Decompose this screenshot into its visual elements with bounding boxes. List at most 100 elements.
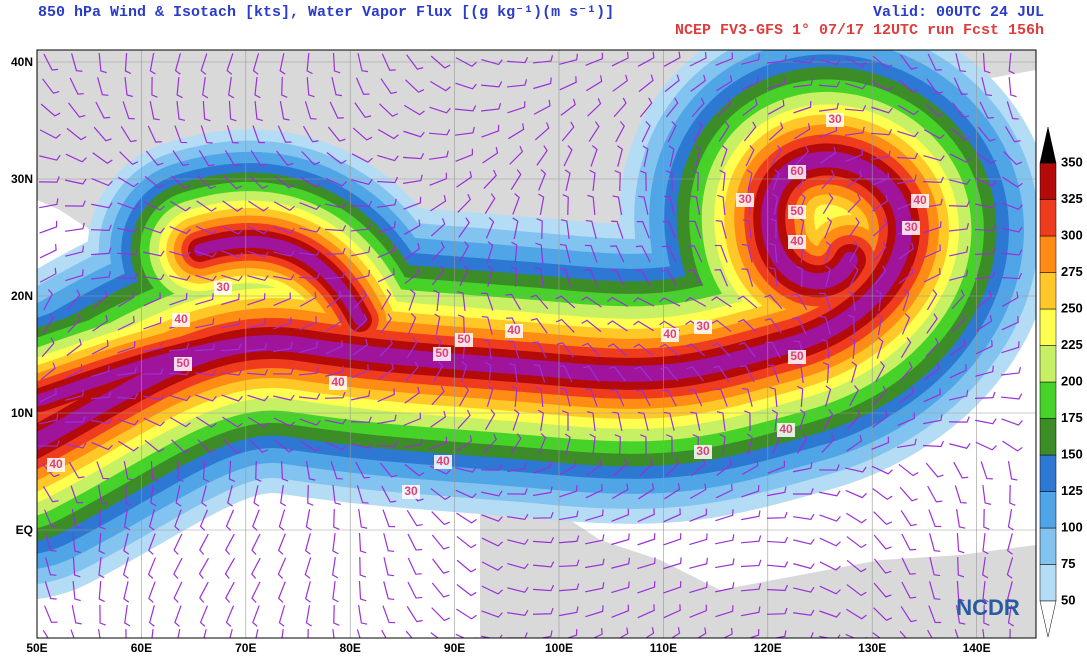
colorbar-label: 150: [1061, 446, 1083, 461]
wind-barb: [403, 412, 421, 426]
wind-barb: [534, 267, 544, 288]
wind-barb: [408, 289, 416, 311]
wind-barb: [247, 317, 267, 329]
wind-barb: [872, 218, 888, 237]
wind-barb: [169, 250, 191, 258]
wind-barb: [70, 629, 75, 638]
wind-barb: [846, 434, 863, 452]
wind-barb: [43, 53, 59, 71]
wind-barb: [793, 538, 815, 545]
wind-barb: [559, 268, 572, 287]
contour-labels: 30 60 50 40 30 40 30 30 40 50 50 40 50 40 40 30 50 40 30 40…: [47, 112, 929, 499]
wind-barb: [251, 581, 261, 603]
wind-barb: [403, 438, 423, 448]
wind-barb: [98, 580, 105, 603]
wind-barb: [197, 439, 216, 454]
wind-barb: [534, 122, 550, 141]
wind-barb: [845, 466, 867, 473]
lat-label: 30N: [11, 172, 33, 186]
valid-time: Valid: 00UTC 24 JUL: [873, 4, 1044, 21]
wind-barb: [766, 607, 788, 615]
wind-barb: [355, 77, 370, 95]
wind-barb: [122, 557, 129, 579]
flux-layer: [194, 235, 366, 326]
wind-barb: [481, 124, 500, 138]
wind-barb: [65, 178, 87, 185]
wind-barb: [72, 556, 81, 578]
wind-barb: [66, 338, 82, 356]
wind-barb: [65, 363, 83, 379]
contour-label: 40: [436, 454, 450, 468]
wind-barb: [278, 509, 286, 531]
wind-barb: [247, 416, 269, 428]
wind-barb: [740, 559, 762, 568]
wind-barb: [332, 580, 339, 603]
wind-barb: [331, 557, 339, 579]
wind-barb: [607, 343, 628, 357]
wind-barb: [1001, 202, 1023, 210]
wind-barb: [849, 241, 860, 263]
wind-barb: [383, 533, 395, 553]
wind-barb: [151, 76, 158, 98]
wind-barb: [715, 534, 735, 545]
wind-barb: [537, 409, 544, 431]
wind-barb: [901, 581, 917, 599]
lon-label: 50E: [26, 641, 47, 655]
wind-barb: [611, 220, 624, 239]
wind-barb: [507, 513, 529, 521]
wind-barb: [769, 242, 778, 264]
wind-barb: [690, 458, 706, 477]
wind-barb: [354, 102, 372, 119]
wind-barb: [818, 81, 841, 88]
wind-barb: [377, 198, 397, 208]
wind-barb: [117, 202, 139, 210]
wind-barb: [642, 145, 649, 167]
wind-barb: [876, 337, 884, 359]
wind-barb: [847, 314, 856, 336]
wind-barb: [901, 313, 911, 335]
contour-label-box: [788, 235, 806, 249]
wind-barb: [407, 557, 422, 575]
wind-barb: [714, 269, 729, 287]
wind-barb: [95, 101, 111, 119]
wind-barb: [177, 460, 184, 482]
wind-barb: [873, 241, 887, 262]
wind-barb: [954, 485, 967, 504]
wind-barb: [227, 485, 233, 507]
wind-barb: [772, 169, 780, 191]
wind-barb: [741, 387, 753, 407]
wind-barb: [531, 341, 547, 359]
wind-barb: [456, 170, 473, 188]
wind-barb: [143, 226, 165, 234]
wind-barb: [1000, 249, 1023, 256]
wind-barb: [147, 557, 156, 579]
wind-barb: [900, 337, 912, 359]
wind-barb: [251, 533, 261, 555]
wind-barb: [638, 483, 655, 500]
wind-barb: [403, 174, 423, 184]
wind-barb: [199, 509, 209, 531]
wind-barb: [922, 176, 944, 184]
wind-barb: [226, 53, 234, 75]
wind-barb: [505, 293, 522, 311]
wind-barb: [951, 289, 965, 310]
contour-label-box: [661, 328, 679, 342]
wind-barb: [618, 627, 629, 638]
wind-barb: [430, 218, 446, 237]
wind-barb: [689, 557, 708, 569]
wind-barb: [767, 486, 787, 497]
wind-barb: [307, 484, 314, 506]
colorbar-label: 125: [1061, 483, 1083, 498]
wind-barb: [974, 224, 997, 232]
wind-barb: [715, 52, 733, 66]
wind-barb: [715, 220, 727, 239]
wind-barb: [794, 363, 804, 383]
wind-barb: [356, 485, 369, 504]
wind-barb: [273, 274, 295, 281]
wind-barb: [220, 369, 243, 376]
wind-barb: [507, 538, 529, 545]
wind-barb: [223, 439, 242, 454]
wind-barb: [404, 463, 425, 477]
wind-barb: [793, 563, 815, 570]
wind-barb: [483, 338, 492, 360]
